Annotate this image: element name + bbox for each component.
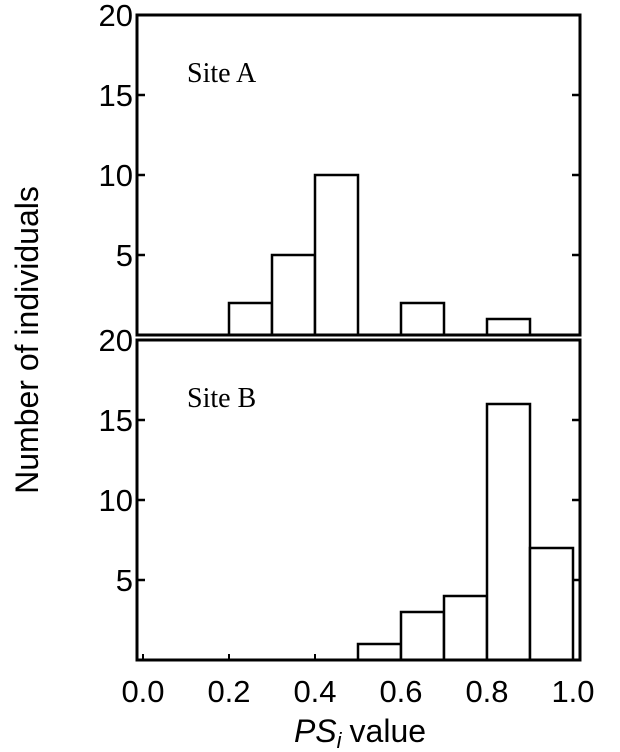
y-tick-label: 5 <box>116 238 133 273</box>
y-tick-label: 20 <box>99 323 133 358</box>
y-tick-label: 10 <box>99 483 133 518</box>
x-tick-label: 0.6 <box>379 674 422 709</box>
x-tick-label: 0.4 <box>293 674 336 709</box>
y-axis-label: Number of individuals <box>9 186 45 494</box>
bar <box>399 301 446 337</box>
x-tick-label: 0.8 <box>465 674 508 709</box>
x-axis-label: PSi value <box>294 713 426 752</box>
y-tick-label: 10 <box>99 158 133 193</box>
bar <box>399 610 446 662</box>
y-tick-label: 20 <box>99 0 133 33</box>
bar <box>528 546 575 662</box>
x-tick-label: 0.2 <box>207 674 250 709</box>
y-tick-label: 15 <box>99 403 133 438</box>
bar <box>227 301 274 337</box>
annotation: Site A <box>187 58 257 89</box>
annotation: Site B <box>187 383 256 414</box>
bar <box>485 402 532 662</box>
bar <box>313 173 360 337</box>
x-tick-label: 1.0 <box>551 674 594 709</box>
x-tick-label: 0.0 <box>121 674 164 709</box>
y-tick-label: 15 <box>99 78 133 113</box>
bar <box>356 642 403 662</box>
y-tick-label: 5 <box>116 563 133 598</box>
x-label-subscript: i <box>337 728 343 752</box>
x-label-symbol: PS <box>294 713 337 749</box>
bar <box>485 317 532 337</box>
bar <box>270 253 317 337</box>
bar <box>442 594 489 662</box>
x-label-text: value <box>350 713 427 749</box>
